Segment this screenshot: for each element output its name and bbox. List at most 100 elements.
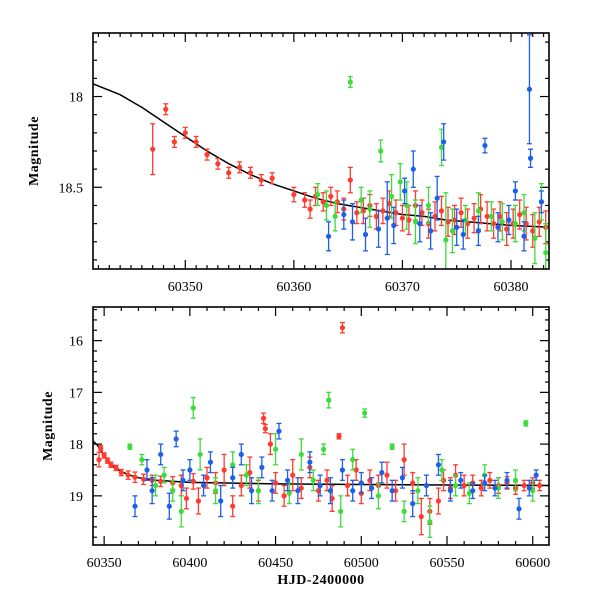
data-point xyxy=(384,472,390,478)
data-point xyxy=(218,498,224,504)
data-point xyxy=(526,86,533,92)
data-point xyxy=(310,477,316,483)
data-point xyxy=(354,210,360,216)
data-point xyxy=(108,462,114,468)
data-point xyxy=(454,224,460,230)
data-point xyxy=(530,228,536,234)
data-point xyxy=(389,444,395,450)
data-point xyxy=(373,213,379,219)
data-point xyxy=(290,472,296,478)
data-point xyxy=(438,144,445,150)
data-point xyxy=(471,215,477,221)
data-point xyxy=(445,219,451,225)
x-tick-label: 60500 xyxy=(344,556,379,571)
data-point xyxy=(286,490,292,496)
data-point xyxy=(195,498,202,504)
data-point xyxy=(248,488,255,494)
data-point xyxy=(226,170,232,176)
x-tick-label: 60350 xyxy=(168,280,203,295)
data-point xyxy=(187,467,193,473)
data-point xyxy=(378,148,384,154)
data-point xyxy=(212,488,219,494)
data-point xyxy=(497,213,503,219)
data-point xyxy=(255,488,262,494)
data-point xyxy=(527,155,534,161)
data-point xyxy=(423,482,430,489)
data-point xyxy=(171,139,178,145)
y-tick-label: 16 xyxy=(69,335,83,350)
data-point xyxy=(350,457,356,463)
data-point xyxy=(324,477,330,483)
data-point xyxy=(332,213,338,219)
data-point xyxy=(180,477,186,483)
top-panel: 60350 60360 60370 60380 18 18.5 Magnitude xyxy=(27,32,550,295)
data-point xyxy=(478,485,484,491)
data-point xyxy=(375,226,382,232)
data-point xyxy=(379,469,385,476)
data-point xyxy=(243,472,250,478)
data-point xyxy=(183,495,190,502)
data-point xyxy=(452,482,459,489)
data-point xyxy=(401,508,407,514)
y-tick-label: 18 xyxy=(69,91,83,106)
data-point xyxy=(447,488,454,494)
data-point xyxy=(302,197,308,203)
data-point xyxy=(391,222,397,229)
data-point xyxy=(350,488,356,494)
data-point xyxy=(347,79,353,85)
data-point xyxy=(512,188,518,194)
data-point xyxy=(362,410,368,416)
y-tick-label: 18 xyxy=(69,438,83,453)
data-point xyxy=(281,493,287,499)
data-point xyxy=(386,201,392,207)
data-point xyxy=(230,475,236,481)
data-point xyxy=(458,477,464,483)
data-series xyxy=(150,103,549,248)
data-point xyxy=(368,485,375,491)
y-tick-label: 19 xyxy=(69,490,83,505)
data-point xyxy=(272,480,279,486)
y-axis-label: Magnitude xyxy=(27,116,42,186)
data-point xyxy=(197,451,203,458)
data-point xyxy=(291,191,297,198)
tick-marks xyxy=(93,33,549,269)
data-point xyxy=(260,415,267,421)
data-series xyxy=(127,391,536,538)
data-series xyxy=(96,321,543,536)
data-point xyxy=(482,480,488,486)
data-point xyxy=(512,221,518,227)
data-point xyxy=(441,139,447,145)
data-point xyxy=(328,193,334,199)
data-point xyxy=(173,436,179,442)
data-point xyxy=(516,506,522,512)
data-point xyxy=(238,482,244,489)
bottom-panel: 60350 60400 60450 60500 60550 60600 16 17 18 19 Ma… xyxy=(41,306,550,588)
data-point xyxy=(353,467,359,473)
data-point xyxy=(170,488,176,494)
data-point xyxy=(307,459,313,465)
data-point xyxy=(399,475,406,481)
data-point xyxy=(438,208,445,214)
data-point xyxy=(410,166,416,172)
data-point xyxy=(317,482,323,489)
data-point xyxy=(347,177,353,183)
data-point xyxy=(388,193,395,199)
data-point xyxy=(132,503,138,509)
data-point xyxy=(532,235,538,241)
data-point xyxy=(521,482,527,489)
data-point xyxy=(439,467,445,473)
data-point xyxy=(101,452,107,459)
data-point xyxy=(435,498,442,504)
data-point xyxy=(118,469,124,476)
data-point xyxy=(412,219,419,225)
data-point xyxy=(536,482,543,489)
data-point xyxy=(221,467,227,473)
x-tick-label: 60550 xyxy=(430,556,465,571)
data-point xyxy=(384,215,390,221)
data-point xyxy=(307,206,313,212)
data-point xyxy=(327,488,334,494)
data-point xyxy=(538,199,545,205)
data-layer xyxy=(93,321,549,538)
data-point xyxy=(190,478,196,484)
data-point xyxy=(410,480,416,486)
